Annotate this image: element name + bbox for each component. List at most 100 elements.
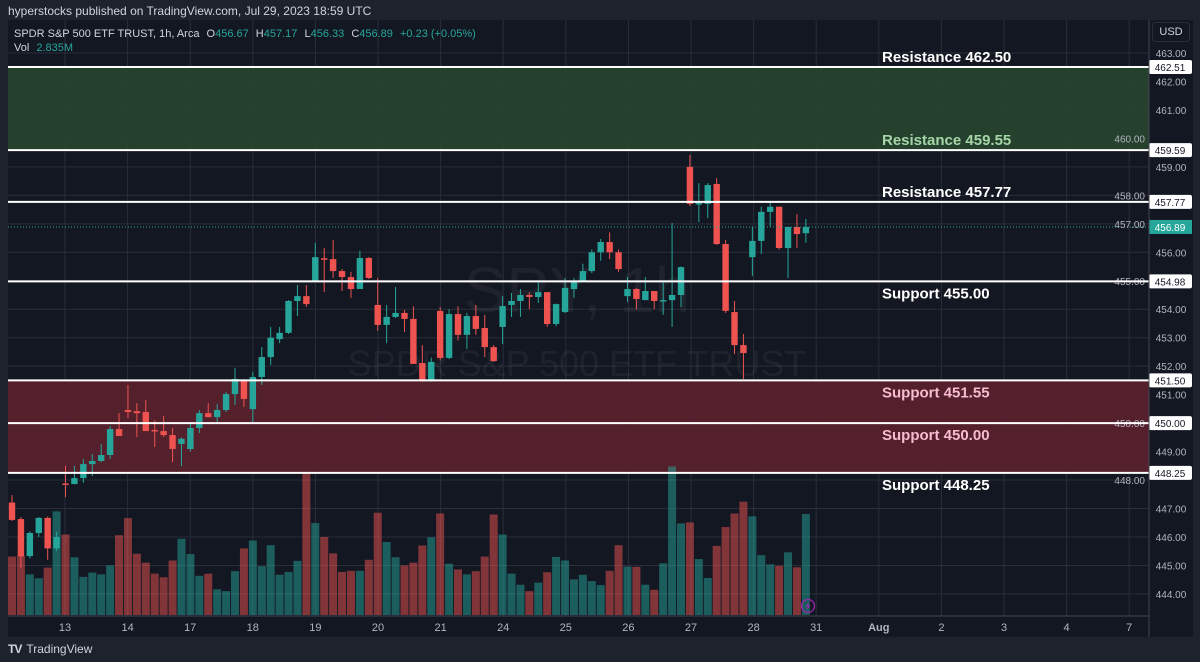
candle-body <box>151 429 158 432</box>
candle-body <box>615 252 622 270</box>
candle <box>615 249 622 272</box>
candle-body <box>249 376 257 410</box>
candle <box>686 154 694 206</box>
candle <box>445 309 453 360</box>
currency-button[interactable]: USD <box>1152 22 1190 42</box>
ohlc-row: SPDR S&P 500 ETF TRUST, 1h, Arca O456.67… <box>14 27 480 41</box>
candle <box>124 384 132 418</box>
candle-body <box>668 294 676 301</box>
candle-body <box>758 211 765 241</box>
tradingview-logo-icon: TV <box>8 642 22 656</box>
candle-body <box>749 240 756 258</box>
level-axis-label: 451.50 <box>1155 376 1186 387</box>
volume-bar <box>16 555 25 615</box>
candle-body <box>44 517 51 549</box>
candle-body <box>579 271 587 282</box>
candle <box>606 232 613 260</box>
candle <box>151 420 158 448</box>
volume-bar <box>445 563 454 615</box>
lightning-alert-icon[interactable] <box>800 598 816 614</box>
last-price-badge <box>1149 219 1192 234</box>
time-tick-label: 24 <box>497 622 509 634</box>
time-axis[interactable] <box>8 616 1149 637</box>
candle <box>267 326 274 366</box>
volume-bar <box>400 565 409 615</box>
candle-body <box>767 206 774 212</box>
volume-bar <box>703 577 712 615</box>
volume-bar <box>694 559 703 615</box>
level-label: Resistance 457.77 <box>882 184 1011 201</box>
level-label: Support 451.55 <box>882 384 990 401</box>
time-tick-label: 17 <box>184 622 196 634</box>
candle-body <box>659 300 667 302</box>
candle-body <box>463 316 471 335</box>
volume-bar <box>623 566 632 615</box>
level-axis-badge <box>1149 143 1192 158</box>
candle-body <box>89 460 96 465</box>
price-tick-label: 446.00 <box>1156 533 1187 544</box>
volume-bar <box>106 565 115 615</box>
candle-body <box>651 291 658 301</box>
candle-body <box>285 300 292 333</box>
price-axis[interactable] <box>1149 20 1193 637</box>
candle-body <box>8 502 16 520</box>
price-tick-label: 463.00 <box>1156 49 1187 60</box>
volume-bar <box>115 535 124 615</box>
candle <box>401 310 408 333</box>
candle-body <box>401 312 408 319</box>
candle <box>561 277 569 313</box>
volume-bar <box>409 562 418 615</box>
tradingview-brand[interactable]: TradingView <box>26 642 93 656</box>
level-axis-badge <box>1149 274 1192 289</box>
time-tick-label: Aug <box>868 622 889 634</box>
volume-bar <box>70 557 79 615</box>
volume-bar <box>569 579 578 615</box>
symbol-name: SPDR S&P 500 ETF TRUST, 1h, Arca <box>14 28 200 40</box>
candle <box>410 306 417 364</box>
candle <box>231 367 239 405</box>
volume-bar <box>730 513 739 615</box>
candle <box>597 238 604 261</box>
candle <box>258 347 265 385</box>
candle-body <box>321 258 328 260</box>
time-tick-label: 21 <box>434 622 446 634</box>
volume-bar <box>543 572 552 615</box>
level-axis-badge <box>1149 416 1192 431</box>
candle-body <box>392 312 399 317</box>
candle-body <box>508 300 515 305</box>
volume-bar <box>480 556 489 615</box>
candle <box>312 242 319 281</box>
time-tick-label: 31 <box>810 622 822 634</box>
volume-bar <box>284 571 293 615</box>
candle-body <box>419 363 426 381</box>
candle <box>115 413 123 436</box>
time-tick-label: 2 <box>938 622 944 634</box>
volume-bar <box>462 574 471 615</box>
volume-bar <box>311 523 320 615</box>
volume-bar <box>471 571 480 615</box>
candle-body <box>633 289 640 299</box>
candle-body <box>686 166 694 204</box>
volume-bar <box>775 565 784 615</box>
candle-body <box>71 478 78 485</box>
candle-body <box>276 332 283 340</box>
candle <box>276 326 283 344</box>
volume-bar <box>123 518 132 615</box>
price-tick-label: 447.00 <box>1156 505 1187 516</box>
candle <box>347 271 355 298</box>
volume-value: 2.835M <box>36 42 74 54</box>
candle <box>98 443 105 463</box>
level-axis-badge <box>1149 194 1192 209</box>
candle-body <box>160 431 167 436</box>
low-value: L456.33 <box>304 28 345 40</box>
volume-bar <box>257 566 266 615</box>
candle <box>588 249 595 274</box>
price-tick-label: 445.00 <box>1156 561 1187 572</box>
candle <box>731 300 738 354</box>
candle <box>53 531 60 552</box>
volume-bar <box>248 540 257 615</box>
candle-body <box>231 378 239 395</box>
candle-body <box>490 347 497 362</box>
volume-bar <box>712 545 721 615</box>
